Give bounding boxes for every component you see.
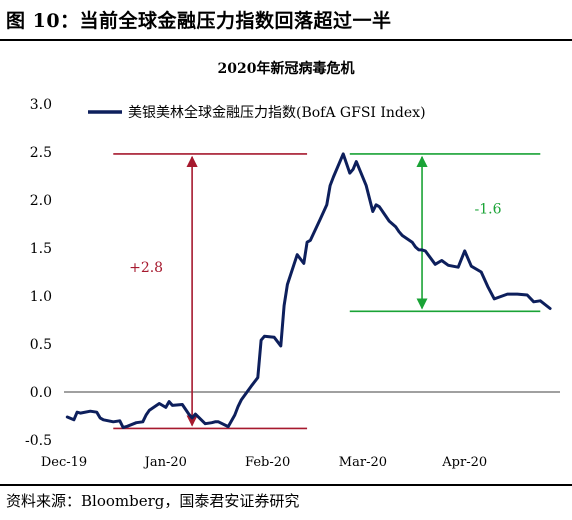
x-tick-label: Apr-20 [441,455,487,470]
x-tick-label: Dec-19 [41,455,87,470]
legend-label: 美银美林全球金融压力指数(BofA GFSI Index) [128,104,426,121]
series-line [65,152,552,429]
y-tick-label: 2.0 [30,193,52,209]
annotations: +2.8 -1.6 [113,153,541,430]
x-tick-label: Jan-20 [143,455,187,470]
chart-title: 2020年新冠病毒危机 [217,61,355,77]
y-tick-label: 1.0 [30,289,52,305]
y-tick-label: -0.5 [25,433,52,449]
y-tick-label: 1.5 [30,241,52,257]
figure-header: 图 10：当前全球金融压力指数回落超过一半 [0,0,572,44]
legend: 美银美林全球金融压力指数(BofA GFSI Index) [88,104,426,121]
x-tick-label: Feb-20 [245,455,290,470]
header-rule [0,39,572,41]
footer-rule [0,484,572,486]
source-note: 资料来源：Bloomberg，国泰君安证券研究 [6,492,300,510]
y-axis: -0.5 0.0 0.5 1.0 1.5 2.0 2.5 3.0 [25,97,52,449]
y-tick-label: 2.5 [30,145,52,161]
y-tick-label: 0.0 [30,385,52,401]
annotation-label: -1.6 [475,202,502,218]
chart-canvas: -0.5 0.0 0.5 1.0 1.5 2.0 2.5 3.0 Dec-19 Jan-20 Fe… [25,97,560,470]
figure-title: 图 10：当前全球金融压力指数回落超过一半 [6,10,392,32]
series-layer [65,152,552,429]
annotation-label: +2.8 [129,260,163,276]
x-tick-label: Mar-20 [339,455,387,470]
x-axis: Dec-19 Jan-20 Feb-20 Mar-20 Apr-20 [41,391,560,470]
y-tick-label: 0.5 [30,337,52,353]
y-tick-label: 3.0 [30,97,52,113]
